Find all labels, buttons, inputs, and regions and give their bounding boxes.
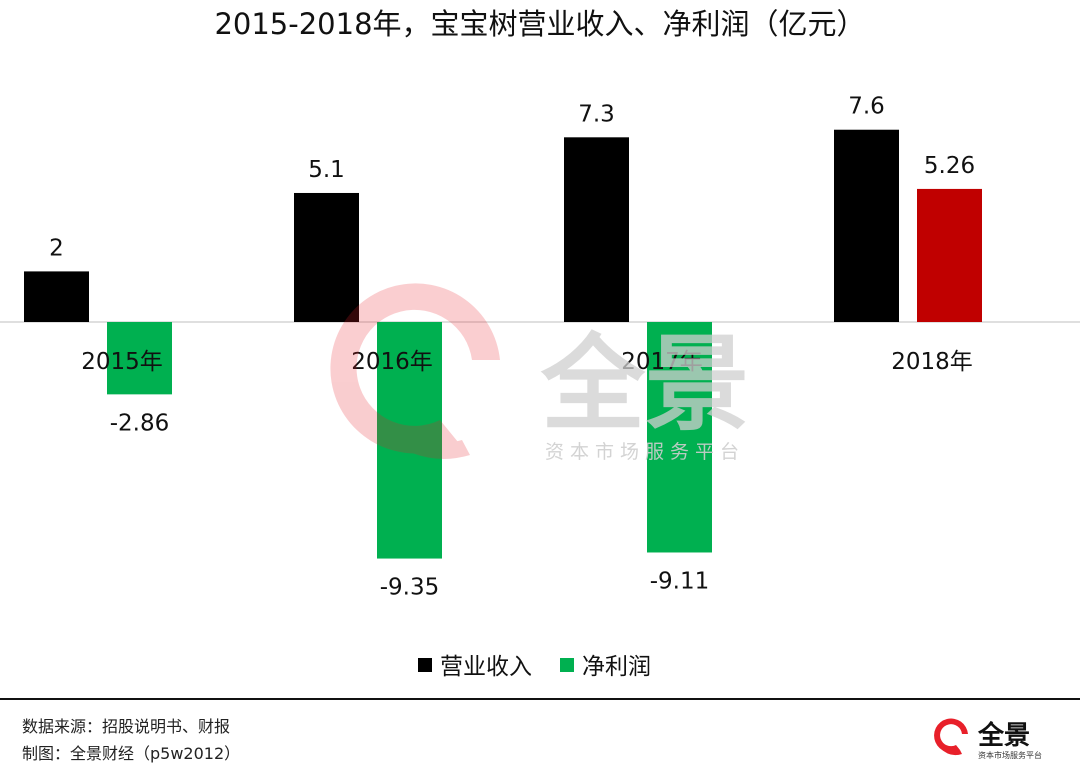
data-label: -2.86 xyxy=(110,410,170,436)
legend: 营业收入 净利润 xyxy=(418,654,651,680)
data-label: 5.26 xyxy=(924,153,975,179)
bar-net-profit xyxy=(917,188,982,322)
x-tick-label: 2018年 xyxy=(891,349,973,375)
labels-layer: 2 -2.86 2015年 5.1 -9.35 2016年 7.3 -9.11 2017年 7.6… xyxy=(49,94,975,601)
logo-brand-text: 全景 xyxy=(977,720,1030,751)
bar-net-profit xyxy=(377,322,442,559)
data-label: 5.1 xyxy=(308,157,345,183)
chart-credit: 制图：全景财经（p5w2012） xyxy=(22,744,241,763)
x-tick-label: 2017年 xyxy=(621,349,703,375)
legend-swatch xyxy=(418,658,432,672)
bar-revenue xyxy=(834,129,899,322)
logo-swirl-icon xyxy=(934,718,968,753)
legend-swatch xyxy=(560,658,574,672)
bar-net-profit xyxy=(107,322,172,395)
x-tick-label: 2016年 xyxy=(351,349,433,375)
logo-tagline: 资本市场服务平台 xyxy=(978,750,1042,760)
legend-label: 营业收入 xyxy=(440,654,532,680)
brand-logo: 全景 资本市场服务平台 xyxy=(934,718,1042,760)
bar-revenue xyxy=(564,137,629,322)
x-tick-label: 2015年 xyxy=(81,349,163,375)
footer-divider xyxy=(0,698,1080,700)
data-label: -9.11 xyxy=(650,568,710,594)
legend-label: 净利润 xyxy=(582,654,651,680)
bars-layer xyxy=(0,129,1080,559)
bar-revenue xyxy=(24,271,89,322)
data-source: 数据来源：招股说明书、财报 xyxy=(22,717,231,736)
bar-net-profit xyxy=(647,322,712,553)
chart-title: 2015-2018年，宝宝树营业收入、净利润（亿元） xyxy=(214,7,866,41)
data-label: -9.35 xyxy=(380,575,440,601)
data-label: 7.3 xyxy=(578,101,615,127)
data-label: 7.6 xyxy=(848,94,885,120)
bar-chart: 2 -2.86 2015年 5.1 -9.35 2016年 7.3 -9.11 2017年 7.6… xyxy=(0,94,1080,680)
data-label: 2 xyxy=(49,235,64,261)
bar-revenue xyxy=(294,192,359,322)
